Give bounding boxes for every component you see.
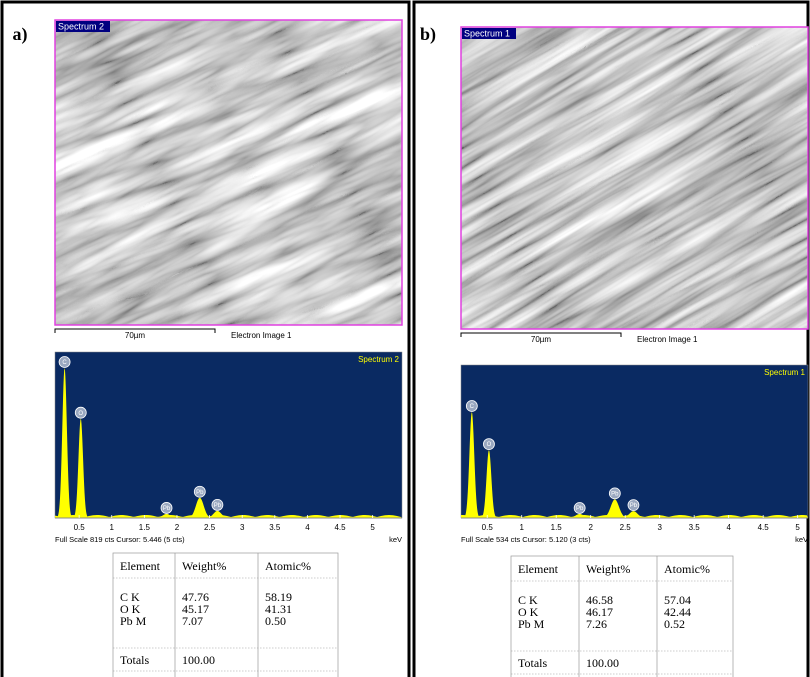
spectrum-background (461, 365, 808, 518)
table-cell: Pb M (518, 617, 545, 631)
x-tick-label: 3.5 (689, 523, 701, 532)
table-cell: 7.26 (586, 617, 607, 631)
scale-bar-label: 70µm (125, 331, 146, 340)
spectrum-title: Spectrum 2 (358, 355, 399, 364)
x-tick-label: 4.5 (334, 523, 346, 532)
x-tick-label: 1 (110, 523, 115, 532)
image-caption: Electron Image 1 (231, 331, 292, 340)
table-total: Totals (518, 656, 547, 670)
x-tick-label: 0.5 (482, 523, 494, 532)
x-tick-label: 5 (795, 523, 800, 532)
table-cell: 0.52 (664, 617, 685, 631)
x-tick-label: 4 (726, 523, 731, 532)
peak-label: Pb (214, 503, 222, 509)
peak-label: O (487, 442, 492, 448)
x-tick-label: 2.5 (204, 523, 216, 532)
table-header: Weight% (182, 559, 226, 573)
x-unit: keV (389, 535, 402, 544)
table-cell: 0.50 (265, 614, 286, 628)
image-title: Spectrum 1 (464, 28, 510, 38)
panel-label: b) (420, 24, 436, 45)
x-tick-label: 4 (305, 523, 310, 532)
x-tick-label: 1 (519, 523, 524, 532)
spectrum-status: Full Scale 819 cts Cursor: 5.446 (5 cts) (55, 535, 185, 544)
peak-label: Pb (196, 490, 204, 496)
table-header: Atomic% (664, 562, 710, 576)
x-tick-label: 1.5 (139, 523, 151, 532)
x-tick-label: 2 (175, 523, 180, 532)
x-tick-label: 2.5 (620, 523, 632, 532)
table-header: Element (518, 562, 559, 576)
peak-label: C (470, 404, 475, 410)
table-header: Element (120, 559, 161, 573)
spectrum-title: Spectrum 1 (764, 368, 805, 377)
x-tick-label: 5 (370, 523, 375, 532)
table-header: Weight% (586, 562, 630, 576)
x-tick-label: 3.5 (269, 523, 281, 532)
peak-label: Pb (576, 506, 584, 512)
panel-label: a) (13, 24, 28, 45)
spectrum-background (55, 352, 402, 518)
peak-label: C (62, 360, 67, 366)
table-header: Atomic% (265, 559, 311, 573)
x-unit: keV (795, 535, 808, 544)
scale-bar-label: 70µm (531, 335, 552, 344)
peak-label: Pb (630, 503, 638, 509)
table-total: Totals (120, 653, 149, 667)
x-tick-label: 2 (588, 523, 593, 532)
spectrum-status: Full Scale 534 cts Cursor: 5.120 (3 cts) (461, 535, 591, 544)
figure: a) Spectrum 2 70µm Electron Image 1 Spectrum… (0, 0, 810, 677)
x-tick-label: 3 (240, 523, 245, 532)
x-tick-label: 1.5 (551, 523, 563, 532)
table-cell: 7.07 (182, 614, 203, 628)
peak-label: O (78, 411, 83, 417)
image-title: Spectrum 2 (58, 21, 104, 31)
image-caption: Electron Image 1 (637, 335, 698, 344)
table-cell: Pb M (120, 614, 147, 628)
x-tick-label: 3 (657, 523, 662, 532)
peak-label: Pb (611, 491, 619, 497)
table-total: 100.00 (586, 656, 619, 670)
peak-label: Pb (163, 506, 171, 512)
x-tick-label: 4.5 (758, 523, 770, 532)
x-tick-label: 0.5 (74, 523, 86, 532)
table-total: 100.00 (182, 653, 215, 667)
